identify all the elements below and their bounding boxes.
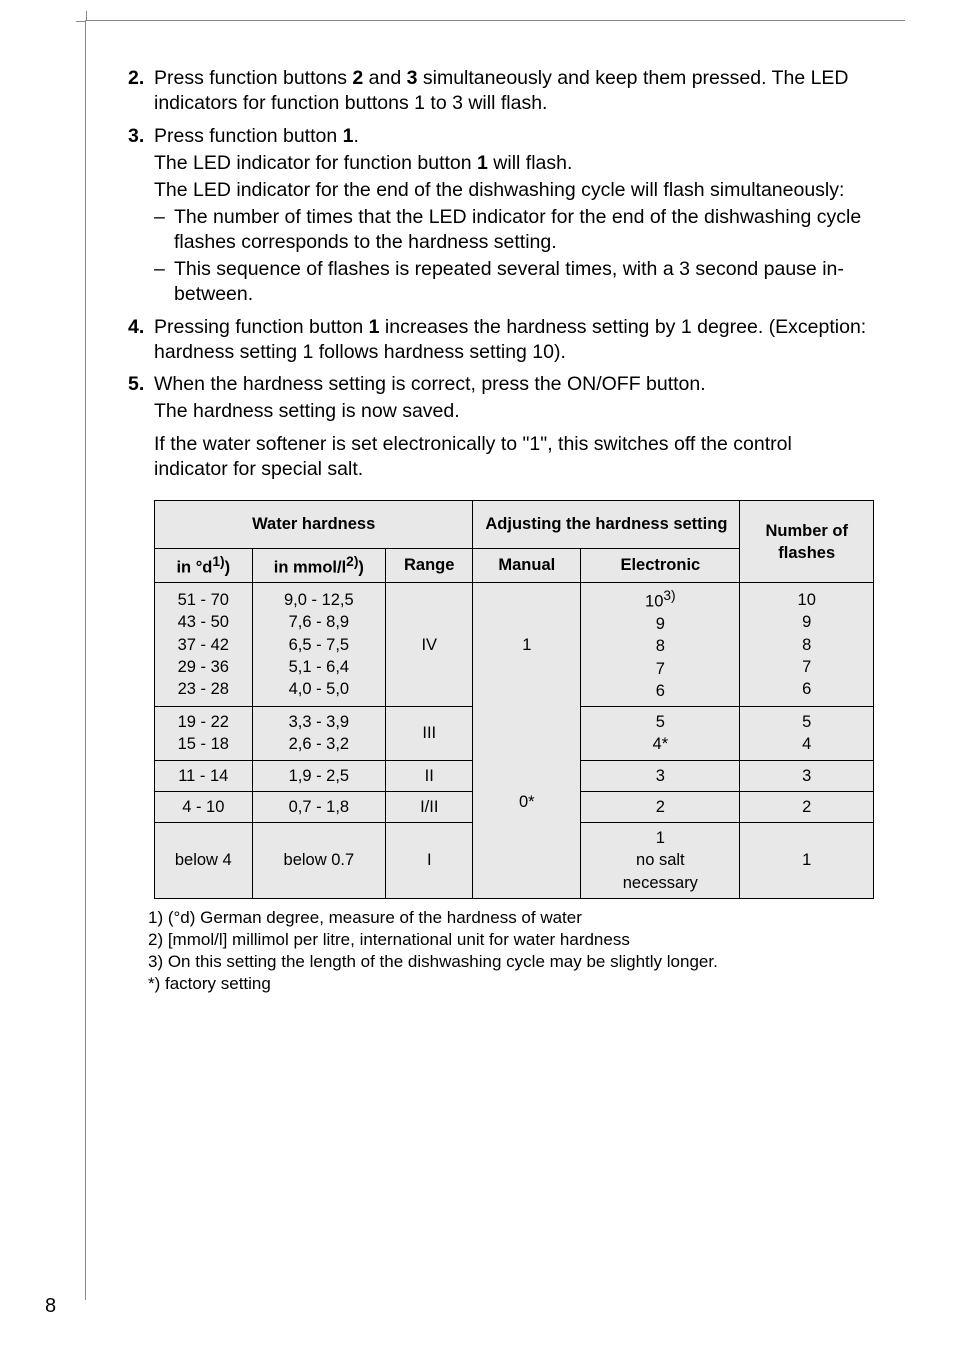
cell-flash: 10 9 8 7 6 bbox=[740, 583, 874, 707]
t: 3 bbox=[407, 67, 418, 89]
cell-range: I bbox=[386, 823, 473, 899]
th-water-hardness: Water hardness bbox=[155, 501, 473, 548]
cell-elec: 5 4* bbox=[581, 707, 740, 761]
t: 1) bbox=[212, 554, 224, 569]
cell-manual: 0* bbox=[473, 707, 581, 899]
step-2-num: 2. bbox=[128, 66, 144, 91]
table-row: Water hardness Adjusting the hardness se… bbox=[155, 501, 874, 548]
cell-d: 19 - 22 15 - 18 bbox=[155, 707, 253, 761]
cell-m: 9,0 - 12,5 7,6 - 8,9 6,5 - 7,5 5,1 - 6,4… bbox=[252, 583, 386, 707]
t: Press function buttons bbox=[154, 67, 352, 89]
footnote-2: 2) [mmol/l] millimol per litre, internat… bbox=[148, 929, 870, 951]
t: Pressing function button bbox=[154, 316, 369, 338]
cell-d: below 4 bbox=[155, 823, 253, 899]
cell-range: IV bbox=[386, 583, 473, 707]
step-2-text: Press function buttons 2 and 3 simultane… bbox=[154, 67, 849, 114]
th-manual: Manual bbox=[473, 548, 581, 583]
step-5-line2: The hardness setting is now saved. bbox=[154, 399, 870, 424]
step-4: 4. Pressing function button 1 increases … bbox=[128, 315, 870, 365]
step-3-line3: The LED indicator for the end of the dis… bbox=[154, 178, 870, 203]
cell-elec: 3 bbox=[581, 760, 740, 791]
t: 1 bbox=[343, 125, 354, 147]
cell-elec: 103) 9 8 7 6 bbox=[581, 583, 740, 707]
cell-range: II bbox=[386, 760, 473, 791]
t: 9 8 7 6 bbox=[656, 615, 665, 700]
cell-m: below 0.7 bbox=[252, 823, 386, 899]
t: 2 bbox=[352, 67, 363, 89]
th-range: Range bbox=[386, 548, 473, 583]
table-row: 51 - 70 43 - 50 37 - 42 29 - 36 23 - 28 … bbox=[155, 583, 874, 707]
dash-icon: – bbox=[154, 205, 165, 230]
cell-range: I/II bbox=[386, 791, 473, 822]
step-3-num: 3. bbox=[128, 124, 144, 149]
footnote-4: *) factory setting bbox=[148, 973, 870, 995]
t: 1 bbox=[369, 316, 380, 338]
th-mmol: in mmol/l2)) bbox=[252, 548, 386, 583]
step-3-sub1: – The number of times that the LED indic… bbox=[154, 205, 870, 255]
step-5: 5. When the hardness setting is correct,… bbox=[128, 372, 870, 424]
t: Press function button bbox=[154, 125, 343, 147]
t: . bbox=[353, 125, 358, 147]
step-2: 2. Press function buttons 2 and 3 simult… bbox=[128, 66, 870, 116]
cell-d: 4 - 10 bbox=[155, 791, 253, 822]
step-5-line1: When the hardness setting is correct, pr… bbox=[154, 372, 870, 397]
after-steps-note: If the water softener is set electronica… bbox=[154, 432, 870, 482]
th-adjusting: Adjusting the hardness setting bbox=[473, 501, 740, 548]
t: ) bbox=[225, 558, 231, 576]
step-3: 3. Press function button 1. The LED indi… bbox=[128, 124, 870, 307]
footnotes: 1) (°d) German degree, measure of the ha… bbox=[148, 907, 870, 995]
cell-m: 0,7 - 1,8 bbox=[252, 791, 386, 822]
cell-flash: 5 4 bbox=[740, 707, 874, 761]
t: This sequence of flashes is repeated sev… bbox=[174, 258, 844, 305]
cell-m: 1,9 - 2,5 bbox=[252, 760, 386, 791]
step-3-sub2: – This sequence of flashes is repeated s… bbox=[154, 257, 870, 307]
cell-elec: 2 bbox=[581, 791, 740, 822]
page-number: 8 bbox=[45, 1295, 56, 1318]
cell-manual: 1 bbox=[473, 583, 581, 707]
footnote-3: 3) On this setting the length of the dis… bbox=[148, 951, 870, 973]
cell-flash: 1 bbox=[740, 823, 874, 899]
t: The LED indicator for function button bbox=[154, 152, 477, 174]
cell-d: 11 - 14 bbox=[155, 760, 253, 791]
step-4-text: Pressing function button 1 increases the… bbox=[154, 316, 866, 363]
th-electronic: Electronic bbox=[581, 548, 740, 583]
t: will flash. bbox=[488, 152, 573, 174]
footnote-1: 1) (°d) German degree, measure of the ha… bbox=[148, 907, 870, 929]
t: 3) bbox=[663, 588, 675, 603]
t: and bbox=[363, 67, 406, 89]
hardness-table: Water hardness Adjusting the hardness se… bbox=[154, 500, 874, 899]
page-frame: 2. Press function buttons 2 and 3 simult… bbox=[85, 20, 905, 1300]
cell-elec: 1 no salt necessary bbox=[581, 823, 740, 899]
cell-flash: 3 bbox=[740, 760, 874, 791]
t: ) bbox=[358, 558, 364, 576]
th-d: in °d1)) bbox=[155, 548, 253, 583]
step-3-line1: Press function button 1. bbox=[154, 124, 870, 149]
table-row: 19 - 22 15 - 18 3,3 - 3,9 2,6 - 3,2 III … bbox=[155, 707, 874, 761]
t: in mmol/l bbox=[274, 558, 346, 576]
step-4-num: 4. bbox=[128, 315, 144, 340]
th-flashes: Number of flashes bbox=[740, 501, 874, 583]
cell-range: III bbox=[386, 707, 473, 761]
t: The number of times that the LED indicat… bbox=[174, 206, 861, 253]
step-5-num: 5. bbox=[128, 372, 144, 397]
step-3-line2: The LED indicator for function button 1 … bbox=[154, 151, 870, 176]
t: in °d bbox=[176, 558, 212, 576]
t: 1 bbox=[477, 152, 488, 174]
cell-d: 51 - 70 43 - 50 37 - 42 29 - 36 23 - 28 bbox=[155, 583, 253, 707]
steps-list: 2. Press function buttons 2 and 3 simult… bbox=[128, 66, 870, 424]
t: 2) bbox=[346, 554, 358, 569]
cell-m: 3,3 - 3,9 2,6 - 3,2 bbox=[252, 707, 386, 761]
dash-icon: – bbox=[154, 257, 165, 282]
t: 10 bbox=[645, 593, 663, 611]
cell-flash: 2 bbox=[740, 791, 874, 822]
